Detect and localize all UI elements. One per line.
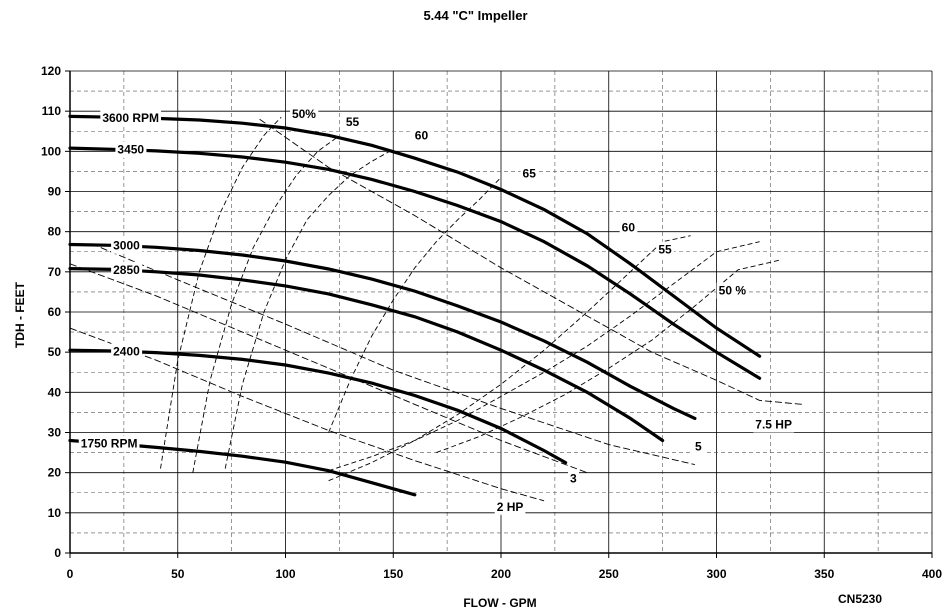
curve-label: 2400: [111, 343, 143, 360]
horsepower-line: [91, 243, 696, 466]
svg-text:3600 RPM: 3600 RPM: [102, 111, 159, 125]
svg-text:3: 3: [570, 472, 577, 486]
axes: 0 50 100 150 200 250 300 350 400 0 10 20 30 40 50 60 70 8…: [41, 64, 942, 581]
svg-text:5: 5: [695, 440, 702, 454]
curve-label: 3: [567, 470, 579, 487]
chart-title: 5.44 "C" Impeller: [423, 8, 528, 23]
y-tick-label: 70: [48, 265, 62, 279]
efficiency-line: [328, 177, 502, 433]
horsepower-line: [69, 263, 588, 474]
y-tick-label: 10: [48, 506, 62, 520]
y-tick-label: 50: [48, 345, 62, 359]
svg-text:60: 60: [622, 221, 636, 235]
y-tick-label: 100: [41, 144, 61, 158]
x-tick-label: 50: [171, 567, 185, 581]
curve-label: 60: [619, 219, 638, 236]
x-tick-label: 200: [491, 567, 511, 581]
x-tick-label: 350: [814, 567, 834, 581]
x-tick-label: 150: [383, 567, 403, 581]
curve-label: 3000: [111, 237, 143, 254]
speed-curve: [68, 146, 762, 380]
x-tick-label: 300: [706, 567, 726, 581]
svg-text:1750 RPM: 1750 RPM: [81, 437, 138, 451]
efficiency-line: [192, 136, 338, 473]
y-tick-label: 90: [48, 185, 62, 199]
x-tick-label: 0: [67, 567, 74, 581]
x-tick-label: 250: [599, 567, 619, 581]
horsepower-line: [69, 327, 545, 502]
svg-text:65: 65: [523, 166, 537, 180]
curve-label: 65: [520, 165, 539, 182]
efficiency-line: [328, 235, 691, 482]
horsepower-line: [259, 118, 803, 405]
curve-label: 7.5 HP: [753, 416, 794, 433]
curve-label: 2 HP: [494, 498, 526, 515]
curve-label: 5: [692, 438, 704, 455]
y-tick-label: 110: [42, 104, 62, 118]
speed-curve: [68, 267, 665, 443]
curve-label: 2850: [111, 261, 143, 278]
efficiency-line: [224, 148, 394, 469]
curve-label: 60: [412, 127, 431, 144]
curve-labels: 3600 RPM 3450 3000 2850 2400 1750 RPM 50% 55 60 6…: [78, 105, 794, 515]
svg-text:3000: 3000: [113, 239, 140, 253]
svg-text:50%: 50%: [292, 107, 316, 121]
curve-label: 55: [343, 114, 362, 131]
curve-label: 50%: [289, 105, 319, 122]
y-tick-label: 20: [48, 466, 62, 480]
speed-curves: [68, 114, 762, 497]
y-tick-label: 30: [48, 426, 62, 440]
x-tick-label: 100: [275, 567, 295, 581]
y-tick-label: 120: [41, 64, 61, 78]
speed-curve: [68, 242, 697, 420]
y-tick-label: 80: [48, 225, 62, 239]
efficiency-line: [328, 241, 760, 472]
speed-curve: [68, 114, 762, 358]
svg-text:3450: 3450: [117, 143, 144, 157]
svg-text:55: 55: [346, 115, 360, 129]
svg-text:55: 55: [658, 243, 672, 257]
curve-label: 1750 RPM: [78, 435, 140, 452]
chart-code: CN5230: [838, 592, 883, 606]
svg-text:50 %: 50 %: [719, 284, 747, 298]
efficiency-lines: [160, 116, 782, 482]
svg-text:2 HP: 2 HP: [497, 500, 524, 514]
svg-text:2400: 2400: [113, 344, 140, 358]
grid-lines: [70, 70, 933, 553]
x-axis-label: FLOW - GPM: [463, 596, 536, 610]
y-tick-label: 40: [48, 385, 62, 399]
y-tick-label: 0: [54, 546, 61, 560]
curve-label: 3600 RPM: [100, 109, 162, 126]
horsepower-lines: [69, 118, 803, 502]
curve-label: 3450: [115, 141, 147, 158]
svg-text:2850: 2850: [113, 263, 140, 277]
curve-label: 50 %: [716, 282, 749, 299]
efficiency-line: [436, 259, 782, 454]
efficiency-line: [160, 116, 282, 469]
x-tick-label: 400: [922, 567, 942, 581]
svg-text:60: 60: [415, 128, 429, 142]
curve-label: 55: [656, 241, 674, 258]
speed-curve: [68, 348, 568, 465]
y-axis-label: TDH - FEET: [13, 281, 27, 348]
y-tick-label: 60: [48, 305, 62, 319]
svg-text:7.5 HP: 7.5 HP: [755, 417, 792, 431]
